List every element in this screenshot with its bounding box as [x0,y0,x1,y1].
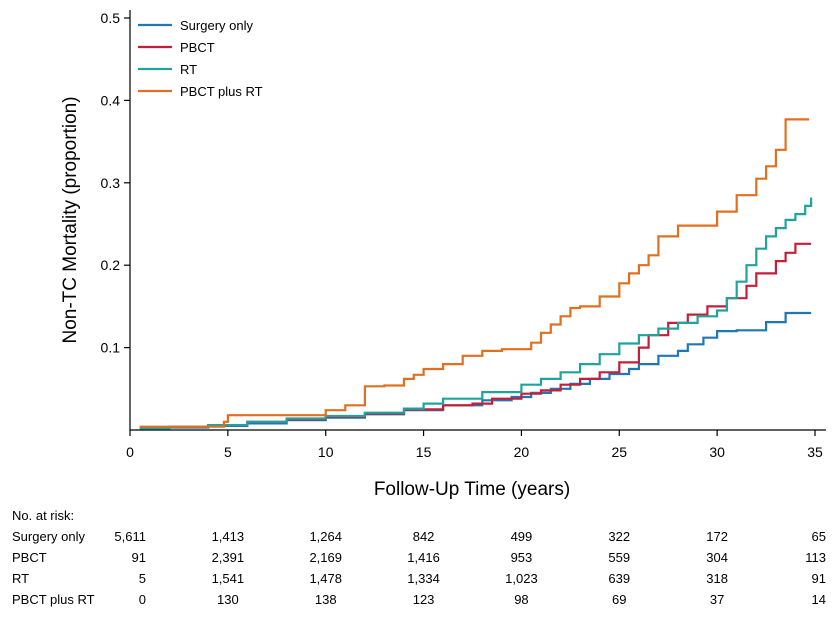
y-tick-label: 0.5 [101,10,121,26]
risk-value: 130 [217,592,239,607]
risk-value: 65 [812,529,826,544]
risk-value: 2,391 [212,550,245,565]
x-tick-label: 25 [611,444,627,460]
x-tick-label: 35 [807,444,823,460]
chart-axes [129,10,826,431]
risk-value: 1,541 [212,571,245,586]
risk-value: 5 [139,571,146,586]
x-tick-label: 30 [709,444,725,460]
risk-value: 2,169 [309,550,342,565]
risk-value: 113 [805,550,826,565]
series-line-pbct [139,242,812,429]
risk-value: 5,611 [114,529,146,544]
x-axis-title: Follow-Up Time (years) [374,479,570,500]
risk-value: 0 [139,592,146,607]
risk-value: 1,478 [309,571,342,586]
risk-value: 37 [710,592,724,607]
series-line-rt [139,197,813,430]
risk-value: 1,264 [309,529,342,544]
risk-value: 639 [608,571,630,586]
risk-value: 1,334 [407,571,440,586]
risk-value: 559 [608,550,630,565]
y-tick-label: 0.1 [101,340,121,356]
risk-value: 318 [706,571,728,586]
legend-label: Surgery only [180,18,253,33]
risk-row-label: RT [12,571,29,586]
risk-value: 1,416 [407,550,440,565]
risk-value: 953 [511,550,533,565]
y-tick-label: 0.2 [101,257,121,273]
risk-value: 842 [413,529,435,544]
risk-value: 1,023 [505,571,538,586]
series-line-pbct-plus-rt [139,118,810,428]
risk-value: 172 [706,529,728,544]
risk-value: 1,413 [212,529,245,544]
series-line-surgery-only [139,311,812,430]
risk-value: 304 [706,550,728,565]
risk-value: 322 [608,529,630,544]
y-axis-title: Non-TC Mortality (proportion) [60,96,81,343]
series-lines [139,118,813,430]
risk-value: 98 [514,592,528,607]
x-tick-label: 5 [224,444,232,460]
risk-value: 123 [413,592,435,607]
risk-value: 91 [132,550,146,565]
x-tick-label: 0 [126,444,134,460]
risk-row-label: Surgery only [12,529,85,544]
x-ticks: 0 5 10 15 20 25 30 35 [126,430,823,460]
legend-label: RT [180,62,197,77]
x-tick-label: 15 [416,444,432,460]
risk-row-label: PBCT plus RT [12,592,95,607]
risk-value: 91 [812,571,826,586]
risk-row-label: PBCT [12,550,47,565]
legend-label: PBCT [180,40,215,55]
y-tick-label: 0.4 [101,92,121,108]
x-tick-label: 10 [318,444,334,460]
x-tick-label: 20 [514,444,530,460]
risk-table-title: No. at risk: [12,508,74,523]
risk-table: No. at risk: Surgery only 5,611 1,413 1,264… [12,508,826,607]
y-ticks: 0.1 0.2 0.3 0.4 0.5 [101,10,130,356]
risk-value: 138 [315,592,337,607]
y-tick-label: 0.3 [101,175,121,191]
risk-value: 69 [612,592,626,607]
risk-value: 499 [511,529,533,544]
legend: Surgery only PBCT RT PBCT plus RT [138,18,263,99]
risk-value: 14 [812,592,826,607]
legend-label: PBCT plus RT [180,84,263,99]
